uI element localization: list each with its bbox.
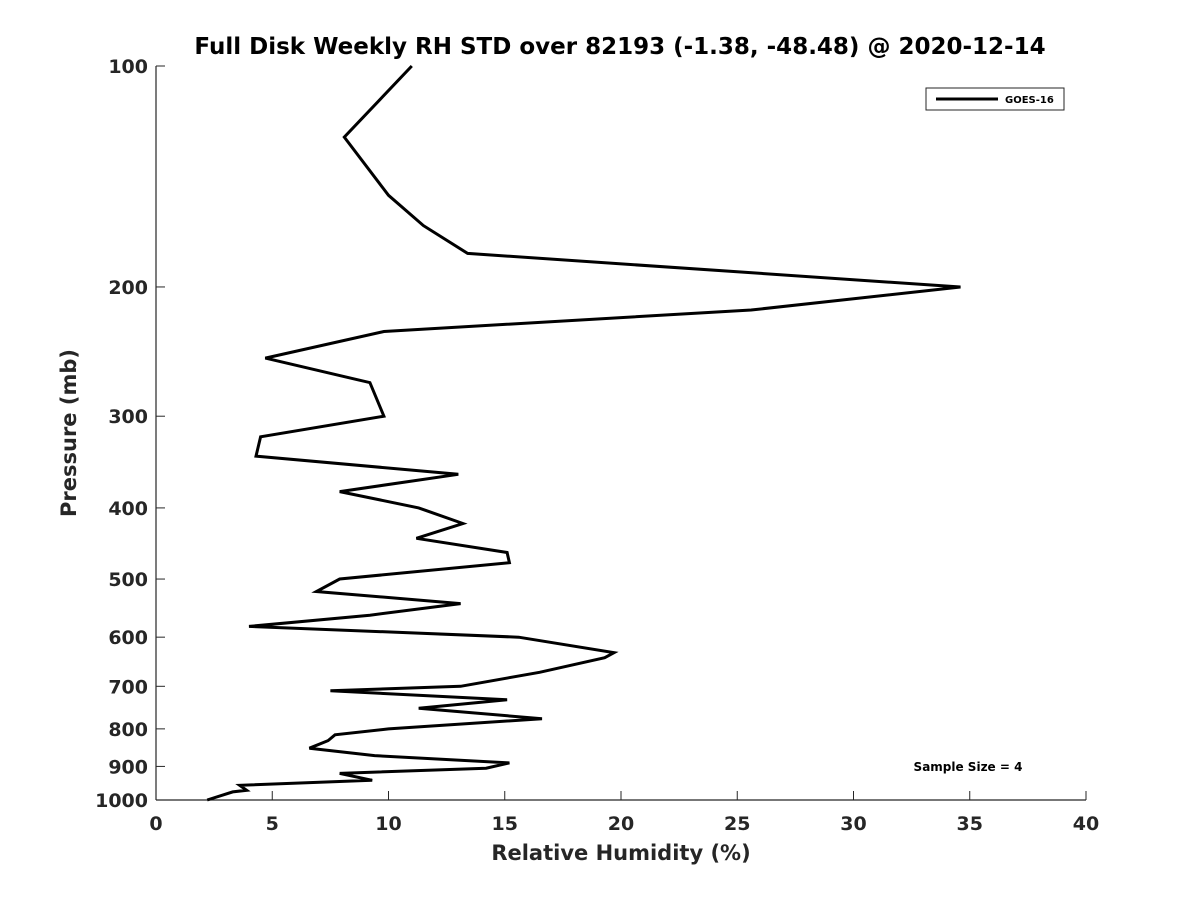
y-tick-label: 1000: [95, 790, 148, 812]
y-tick-label: 900: [108, 756, 148, 778]
y-tick-label: 800: [108, 719, 148, 741]
y-axis-label: Pressure (mb): [57, 349, 81, 517]
legend: GOES-16: [925, 87, 1065, 111]
x-tick-label: 0: [149, 813, 162, 835]
x-tick-label: 30: [840, 813, 866, 835]
y-tick-label: 600: [108, 627, 148, 649]
x-tick-label: 20: [608, 813, 634, 835]
x-axis-ticks: 0 5 10 15 20 25 30 35 40: [149, 791, 1099, 835]
x-tick-label: 15: [492, 813, 518, 835]
legend-entry-goes16: GOES-16: [1005, 95, 1054, 106]
chart-title: Full Disk Weekly RH STD over 82193 (-1.3…: [194, 34, 1045, 60]
y-tick-label: 500: [108, 569, 148, 591]
x-tick-label: 25: [724, 813, 750, 835]
x-tick-label: 5: [266, 813, 279, 835]
y-tick-label: 300: [108, 406, 148, 428]
sample-size-annotation: Sample Size = 4: [914, 760, 1023, 774]
x-tick-label: 35: [957, 813, 983, 835]
y-tick-label: 700: [108, 676, 148, 698]
x-tick-label: 40: [1073, 813, 1099, 835]
y-tick-label: 100: [108, 56, 148, 78]
y-tick-label: 400: [108, 498, 148, 520]
x-tick-label: 10: [375, 813, 401, 835]
series-line-goes16: [206, 64, 961, 802]
y-axis-ticks: 100 200 300 400 500 600 700 800 900 1000: [95, 56, 165, 812]
x-axis-label: Relative Humidity (%): [491, 841, 750, 865]
y-tick-label: 200: [108, 277, 148, 299]
plot-axes: [155, 66, 1086, 801]
